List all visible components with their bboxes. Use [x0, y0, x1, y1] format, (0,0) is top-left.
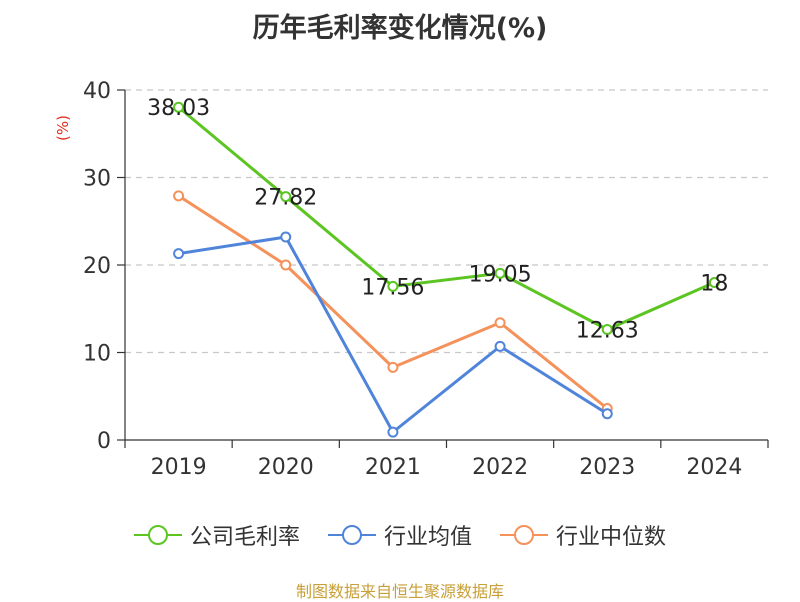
x-tick-label: 2019	[151, 455, 207, 480]
x-tick-label: 2022	[472, 455, 528, 480]
legend-swatch	[327, 523, 376, 547]
x-tick-label: 2020	[258, 455, 314, 480]
data-point	[494, 267, 506, 279]
data-label: 18	[700, 272, 728, 297]
series-lines	[173, 101, 720, 438]
data-point	[173, 101, 185, 113]
series-line	[178, 235, 609, 434]
data-label: 38.03	[147, 96, 210, 121]
data-point	[387, 280, 399, 292]
y-axis-label: (%)	[54, 115, 72, 141]
grid-lines	[125, 89, 768, 354]
data-label: 27.82	[254, 186, 317, 211]
data-labels: 38.03 27.82 17.56 19.05 12.63 18	[147, 96, 728, 343]
series-line	[177, 106, 716, 331]
data-point	[494, 317, 506, 329]
legend-swatch	[500, 523, 548, 547]
x-tick-label: 2021	[365, 455, 421, 480]
y-tick-label: 40	[83, 79, 111, 104]
data-point	[601, 323, 613, 335]
axes: 0 10 20 30 40 2019 2020 2021 2022 2023 2024	[83, 79, 769, 480]
data-point	[494, 340, 506, 352]
y-tick-label: 0	[97, 429, 111, 454]
y-tick-label: 30	[83, 167, 111, 192]
legend-item[interactable]: 公司毛利率	[133, 519, 300, 551]
legend-label: 行业均值	[383, 525, 472, 550]
chart-title: 历年毛利率变化情况(%)	[252, 13, 548, 44]
x-tick-label: 2024	[686, 455, 742, 480]
data-label: 17.56	[361, 275, 424, 300]
legend-swatch	[133, 523, 182, 547]
data-point	[601, 408, 613, 420]
legend-item[interactable]: 行业均值	[327, 519, 472, 551]
legend: 公司毛利率 行业均值 行业中位数	[0, 519, 800, 551]
data-point	[387, 361, 399, 373]
legend-item[interactable]: 行业中位数	[500, 519, 666, 551]
data-point	[280, 259, 292, 271]
data-point	[280, 191, 292, 203]
data-label: 19.05	[469, 262, 532, 287]
data-point	[387, 426, 399, 438]
data-point	[173, 248, 185, 260]
y-tick-label: 10	[83, 342, 111, 367]
y-tick-label: 20	[83, 254, 111, 279]
source-note: 制图数据来自恒生聚源数据库	[295, 582, 504, 601]
x-tick-label: 2023	[579, 455, 635, 480]
data-point	[280, 231, 292, 243]
legend-label: 公司毛利率	[189, 525, 300, 550]
legend-label: 行业中位数	[556, 525, 667, 550]
series-line	[177, 194, 609, 410]
data-point	[173, 190, 185, 202]
data-label: 12.63	[576, 318, 639, 343]
data-point	[708, 277, 720, 288]
